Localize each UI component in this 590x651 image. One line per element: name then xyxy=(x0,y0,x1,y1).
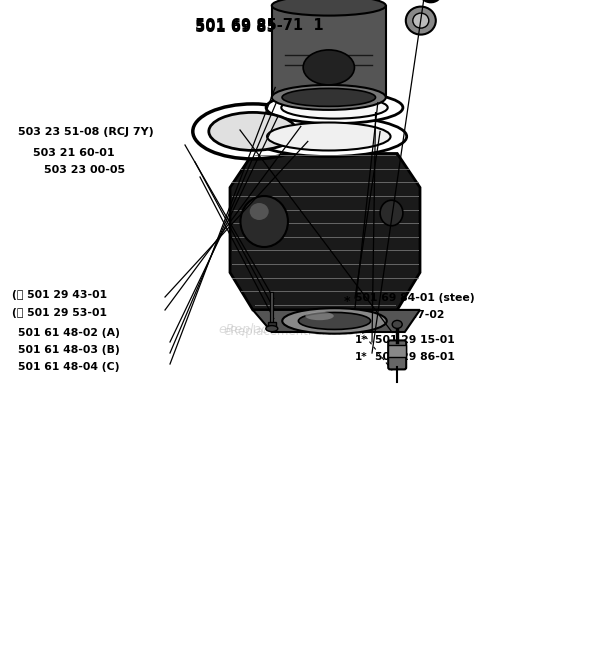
Ellipse shape xyxy=(209,113,297,150)
Text: 1*: 1* xyxy=(355,335,368,345)
Text: 501 69 85-71  1: 501 69 85-71 1 xyxy=(195,20,324,35)
Text: 501 29 15-01: 501 29 15-01 xyxy=(375,335,455,345)
FancyBboxPatch shape xyxy=(388,346,406,357)
Ellipse shape xyxy=(267,122,391,150)
Ellipse shape xyxy=(380,201,403,226)
Ellipse shape xyxy=(266,92,403,124)
Text: *: * xyxy=(344,295,350,308)
Ellipse shape xyxy=(299,312,371,329)
Ellipse shape xyxy=(193,104,313,159)
Ellipse shape xyxy=(241,196,288,247)
Ellipse shape xyxy=(305,312,334,320)
Ellipse shape xyxy=(303,50,355,85)
Text: 501 69 84-01 (stee): 501 69 84-01 (stee) xyxy=(355,293,474,303)
Ellipse shape xyxy=(282,308,387,334)
Text: 501 29 86-01: 501 29 86-01 xyxy=(375,352,455,362)
Text: 501 69 85-71  1: 501 69 85-71 1 xyxy=(195,18,324,33)
Ellipse shape xyxy=(406,7,436,35)
Text: (Ⓢ 501 29 53-01: (Ⓢ 501 29 53-01 xyxy=(12,308,107,318)
Ellipse shape xyxy=(281,96,388,118)
Text: (Ⓢ 501 29 43-01: (Ⓢ 501 29 43-01 xyxy=(12,290,107,300)
Text: 501 61 48-03 (B): 501 61 48-03 (B) xyxy=(18,345,120,355)
Polygon shape xyxy=(253,310,420,332)
Text: * 501 61 27-02: * 501 61 27-02 xyxy=(355,310,444,320)
Text: 503 21 60-01: 503 21 60-01 xyxy=(33,148,114,158)
Polygon shape xyxy=(272,6,386,98)
Ellipse shape xyxy=(250,203,268,220)
Text: *: * xyxy=(344,313,350,326)
Ellipse shape xyxy=(272,85,386,110)
Polygon shape xyxy=(230,154,420,310)
Text: 501 61 48-04 (C): 501 61 48-04 (C) xyxy=(18,362,120,372)
Ellipse shape xyxy=(392,320,402,328)
Ellipse shape xyxy=(413,13,429,28)
Text: 503 23 51-08 (RCJ 7Y): 503 23 51-08 (RCJ 7Y) xyxy=(18,127,154,137)
Ellipse shape xyxy=(272,0,386,16)
Ellipse shape xyxy=(282,89,376,106)
Text: 503 23 00-05: 503 23 00-05 xyxy=(44,165,125,175)
Text: 1*: 1* xyxy=(355,352,368,362)
FancyBboxPatch shape xyxy=(268,322,276,329)
Text: 501 61 48-02 (A): 501 61 48-02 (A) xyxy=(18,328,120,338)
FancyBboxPatch shape xyxy=(388,340,406,369)
Ellipse shape xyxy=(266,326,278,331)
Text: eReplacementParts.com: eReplacementParts.com xyxy=(219,324,371,337)
Text: eReplacementParts.com: eReplacementParts.com xyxy=(224,326,366,339)
Ellipse shape xyxy=(251,117,407,156)
